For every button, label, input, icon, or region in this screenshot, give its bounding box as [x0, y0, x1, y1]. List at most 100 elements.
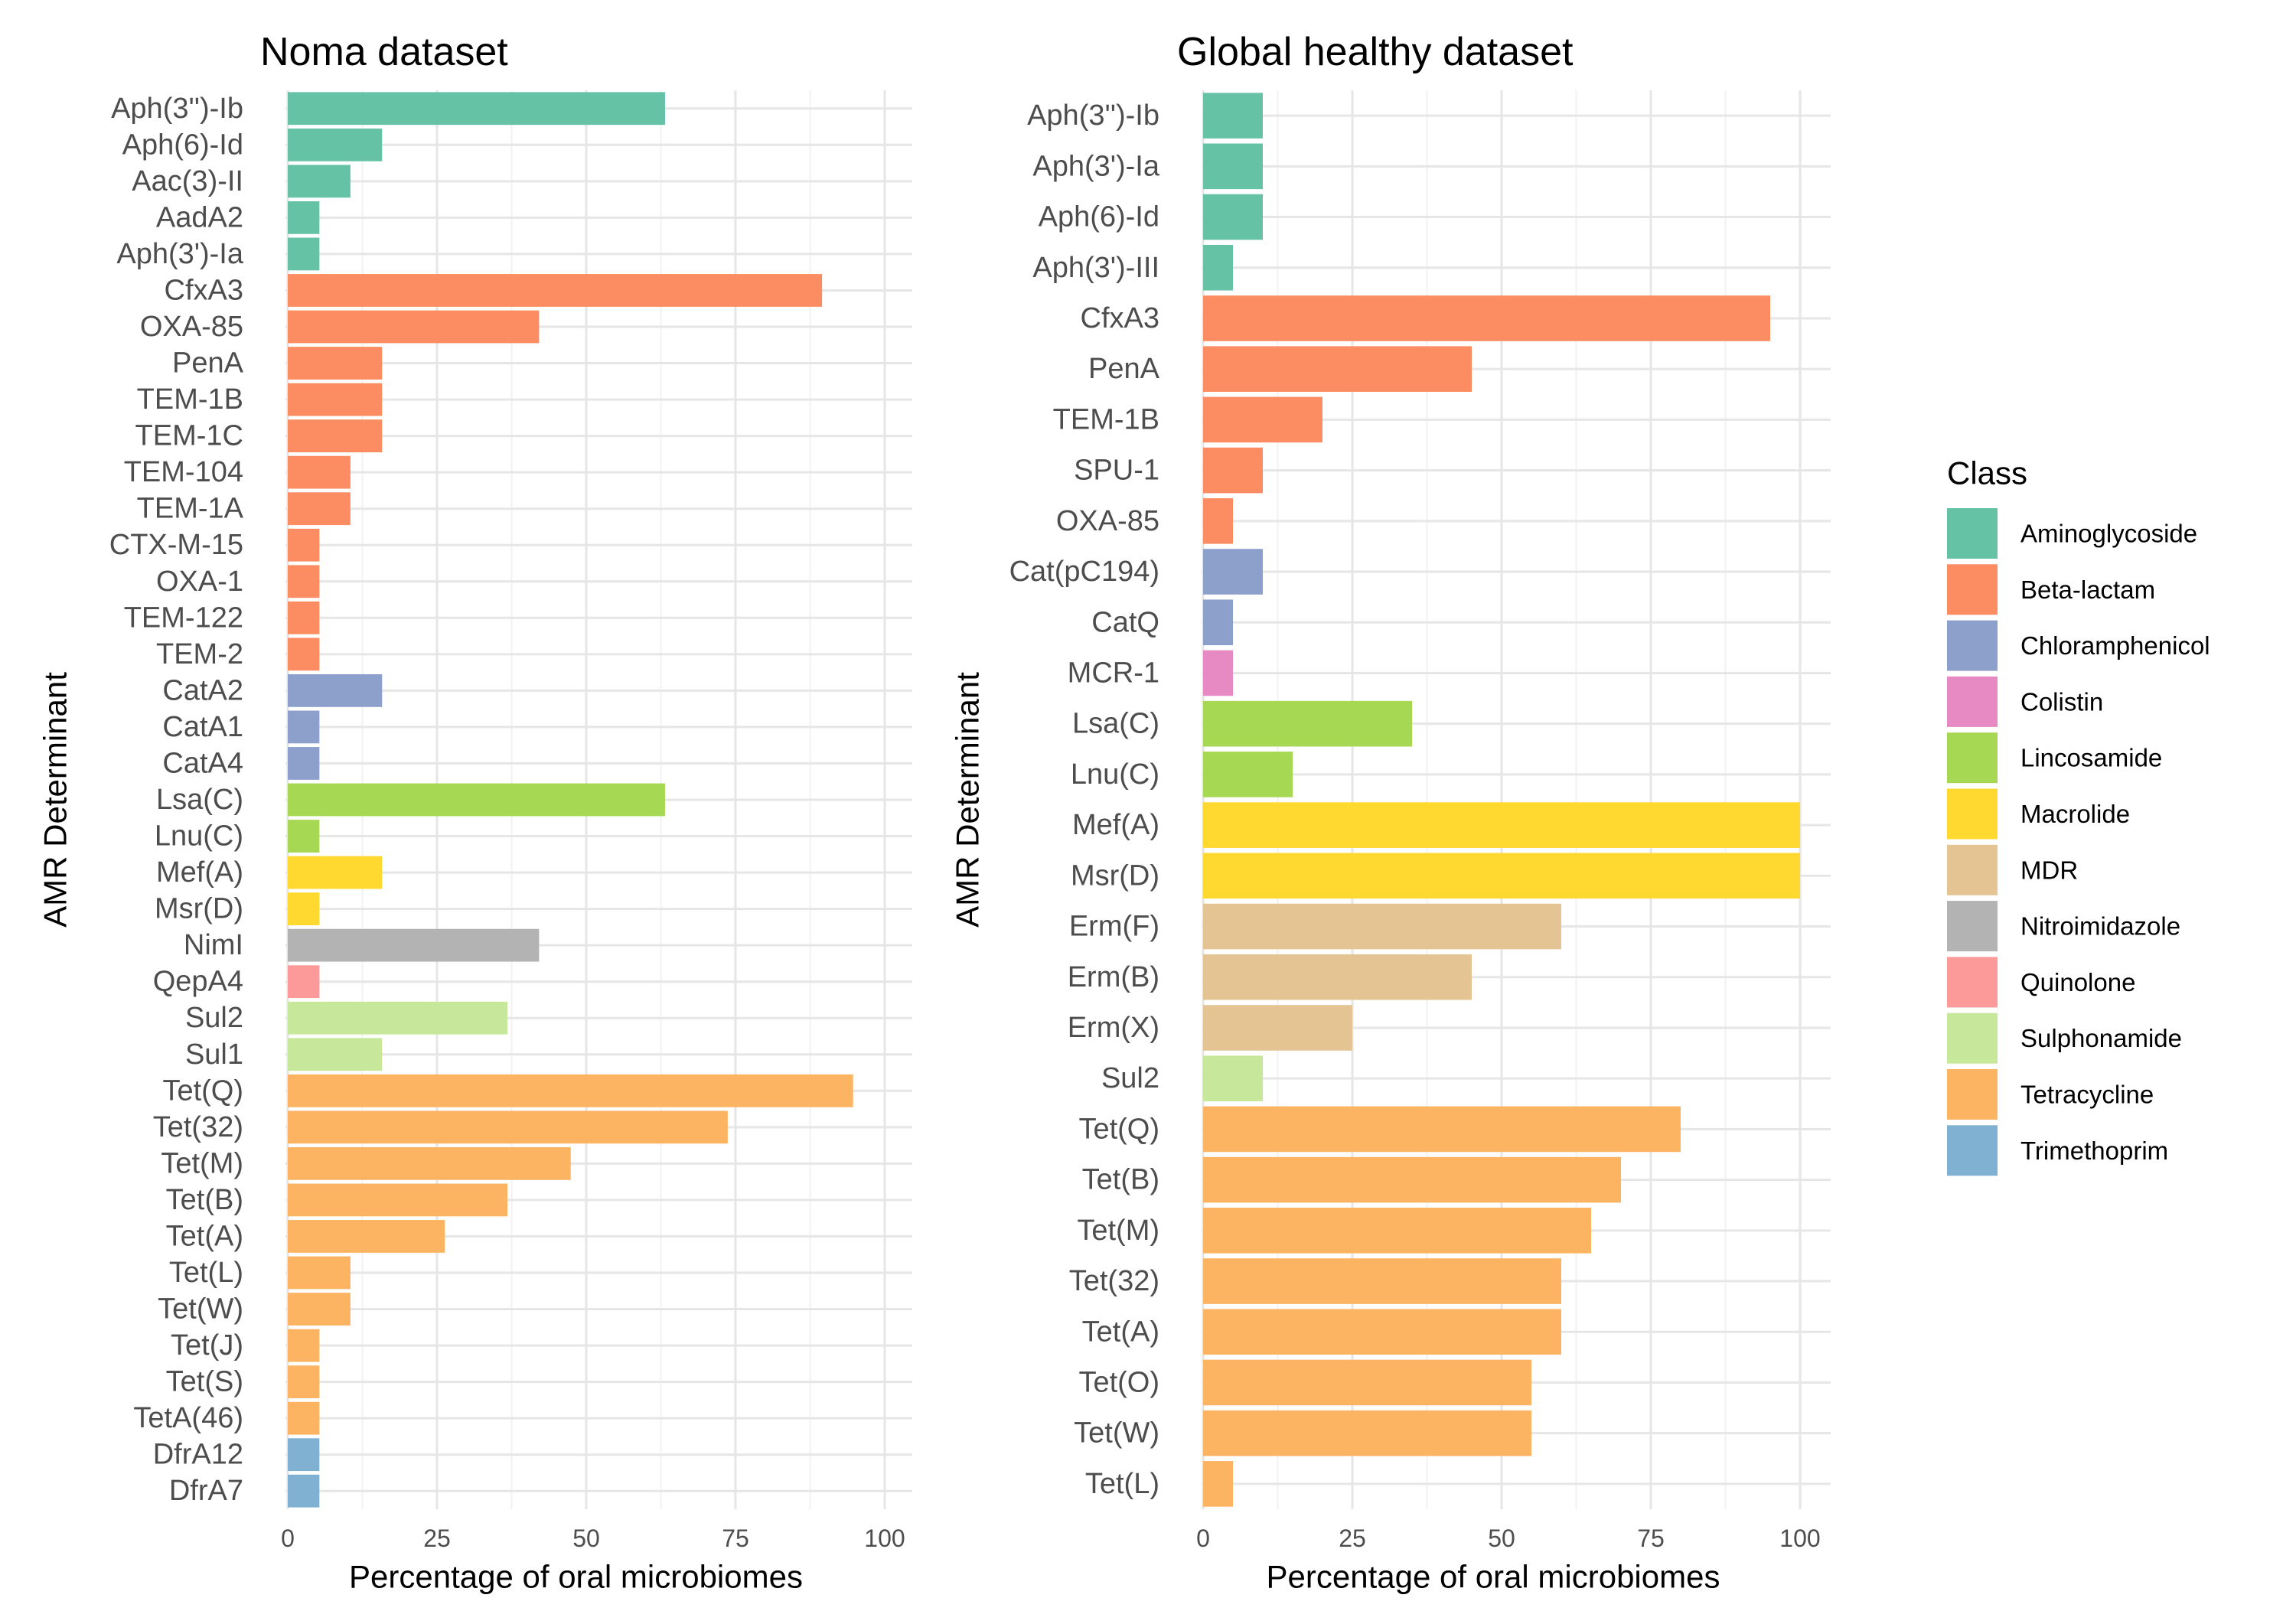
y-tick-label: Lsa(C) — [1072, 708, 1159, 740]
y-tick-label: Msr(D) — [1071, 859, 1159, 892]
bar — [1203, 954, 1472, 1000]
y-tick-label: Aph(6)-Id — [122, 129, 243, 161]
bar — [288, 1001, 508, 1035]
x-axis-title: Percentage of oral microbiomes — [1267, 1559, 1720, 1595]
x-tick-label: 50 — [572, 1525, 600, 1552]
bar — [1203, 346, 1472, 392]
y-tick-label: Aph(3')-Ia — [116, 238, 244, 270]
y-tick-label: DfrA7 — [169, 1475, 243, 1507]
y-tick-label: AadA2 — [156, 201, 243, 233]
y-tick-label: Aph(3'')-Ib — [111, 93, 243, 125]
x-tick-label: 0 — [1196, 1525, 1210, 1552]
legend-label: Quinolone — [2020, 968, 2135, 996]
y-tick-label: Tet(J) — [171, 1329, 243, 1362]
legend-key — [1947, 901, 1998, 952]
y-tick-label: Tet(B) — [166, 1184, 243, 1216]
y-tick-label: Mef(A) — [156, 856, 243, 889]
bar — [288, 1256, 351, 1290]
bar — [288, 601, 320, 634]
bar — [288, 383, 383, 416]
legend-key — [1947, 620, 1998, 671]
bar — [1203, 1208, 1591, 1254]
bar — [1203, 1258, 1561, 1304]
y-tick-label: Aph(3')-III — [1032, 252, 1159, 284]
bar — [288, 1293, 351, 1326]
legend-label: MDR — [2020, 856, 2078, 884]
legend-key — [1947, 844, 1998, 895]
bar — [1203, 396, 1322, 443]
y-tick-label: Tet(Q) — [162, 1075, 243, 1107]
y-tick-label: TEM-1B — [137, 383, 243, 416]
y-tick-label: Erm(X) — [1068, 1012, 1159, 1044]
bar — [1203, 700, 1412, 747]
bar — [1203, 1461, 1233, 1507]
y-tick-label: Tet(32) — [153, 1111, 243, 1143]
legend-label: Lincosamide — [2020, 744, 2162, 772]
legend-key — [1947, 1125, 1998, 1176]
bar — [288, 274, 823, 307]
bar — [288, 638, 320, 671]
y-tick-label: Aph(3'')-Ib — [1027, 99, 1159, 132]
x-tick-label: 75 — [722, 1525, 749, 1552]
bar — [1203, 244, 1233, 291]
y-tick-label: Tet(A) — [166, 1220, 243, 1252]
legend-label: Chloramphenicol — [2020, 631, 2210, 660]
bar — [1203, 549, 1263, 595]
y-tick-label: Lnu(C) — [1071, 758, 1159, 791]
bar — [1203, 1309, 1561, 1355]
legend-key — [1947, 788, 1998, 840]
bar — [288, 1110, 728, 1144]
y-tick-label: Tet(M) — [161, 1147, 243, 1179]
y-tick-label: QepA4 — [153, 966, 243, 998]
bar — [288, 1074, 853, 1107]
bar — [1203, 599, 1233, 646]
y-tick-label: TEM-122 — [124, 602, 243, 634]
y-tick-label: OXA-1 — [156, 566, 243, 598]
bar — [288, 1038, 383, 1071]
x-tick-label: 25 — [423, 1525, 451, 1552]
bar — [1203, 1106, 1681, 1153]
y-tick-label: TetA(46) — [133, 1402, 243, 1434]
y-tick-label: TEM-2 — [156, 638, 243, 670]
bar — [288, 710, 320, 744]
bar — [288, 965, 320, 999]
bar — [288, 528, 320, 562]
x-tick-label: 50 — [1488, 1525, 1515, 1552]
y-tick-label: Tet(B) — [1082, 1164, 1159, 1196]
bar — [1203, 802, 1800, 848]
bar — [1203, 650, 1233, 696]
bar — [1203, 498, 1233, 544]
bar — [288, 928, 540, 962]
y-tick-label: Tet(Q) — [1078, 1113, 1159, 1145]
legend-key — [1947, 1013, 1998, 1064]
y-tick-label: PenA — [172, 347, 244, 380]
bar — [288, 673, 383, 707]
bar — [288, 747, 320, 780]
y-tick-label: TEM-104 — [124, 456, 243, 488]
y-tick-label: Mef(A) — [1072, 809, 1159, 841]
legend-label: Trimethoprim — [2020, 1137, 2168, 1165]
bar — [1203, 93, 1263, 139]
bar — [288, 165, 351, 198]
bar — [288, 92, 665, 126]
bar — [288, 310, 540, 344]
legend-key — [1947, 508, 1998, 559]
legend-key — [1947, 957, 1998, 1008]
bar — [1203, 447, 1263, 494]
bar — [1203, 1055, 1263, 1101]
y-tick-label: PenA — [1088, 353, 1160, 385]
y-tick-label: OXA-85 — [140, 311, 243, 343]
y-tick-label: CfxA3 — [1081, 302, 1159, 334]
y-tick-label: Tet(L) — [169, 1257, 243, 1289]
y-axis-title: AMR Determinant — [38, 672, 73, 928]
y-tick-label: Sul2 — [185, 1002, 243, 1034]
y-tick-label: DfrA12 — [153, 1439, 243, 1471]
bar — [1203, 143, 1263, 190]
x-tick-label: 25 — [1339, 1525, 1366, 1552]
legend-label: Tetracycline — [2020, 1081, 2154, 1109]
y-tick-label: Tet(32) — [1069, 1265, 1159, 1297]
y-tick-label: Tet(W) — [158, 1293, 243, 1326]
bar — [1203, 1005, 1352, 1051]
